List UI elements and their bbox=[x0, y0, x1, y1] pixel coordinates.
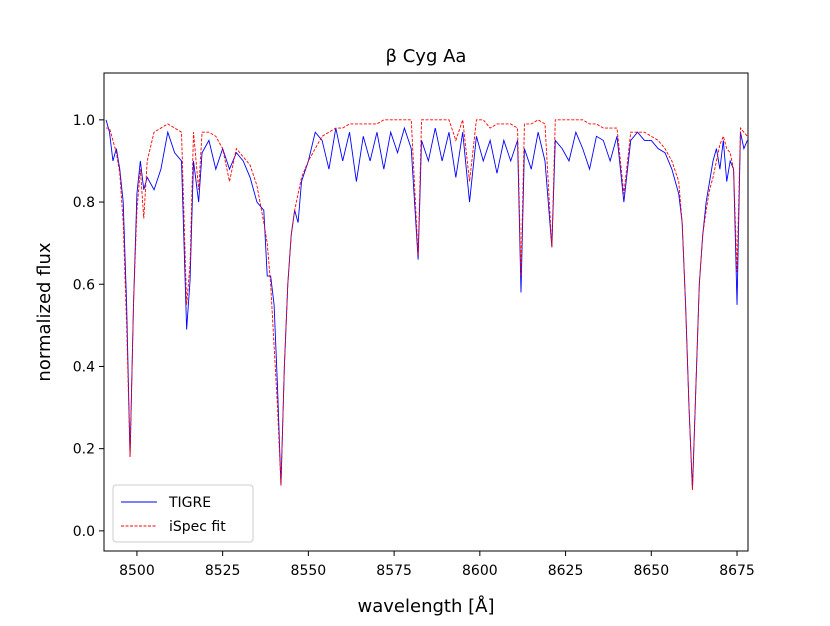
x-axis-label: wavelength [Å] bbox=[358, 595, 495, 617]
legend-label: TIGRE bbox=[168, 495, 211, 511]
x-tick-label: 8550 bbox=[291, 563, 327, 579]
y-tick-label: 0.0 bbox=[73, 524, 95, 540]
legend-box bbox=[112, 484, 254, 543]
x-tick-label: 8650 bbox=[633, 563, 669, 579]
x-tick-label: 8625 bbox=[548, 563, 584, 579]
y-tick-label: 1.0 bbox=[73, 113, 95, 129]
x-tick-label: 8500 bbox=[119, 563, 155, 579]
x-tick-label: 8525 bbox=[205, 563, 241, 579]
y-tick-label: 0.2 bbox=[73, 442, 95, 458]
y-tick-label: 0.8 bbox=[73, 195, 95, 211]
x-tick-label: 8675 bbox=[719, 563, 755, 579]
legend-label: iSpec fit bbox=[169, 519, 226, 535]
plot-frame bbox=[103, 72, 749, 552]
y-tick-label: 0.6 bbox=[73, 277, 95, 293]
series-line bbox=[106, 119, 748, 490]
y-axis-label: normalized flux bbox=[34, 242, 55, 381]
y-tick-label: 0.4 bbox=[73, 359, 95, 375]
x-tick-label: 8600 bbox=[462, 563, 498, 579]
x-tick-label: 8575 bbox=[376, 563, 412, 579]
chart-title: β Cyg Aa bbox=[386, 46, 467, 67]
